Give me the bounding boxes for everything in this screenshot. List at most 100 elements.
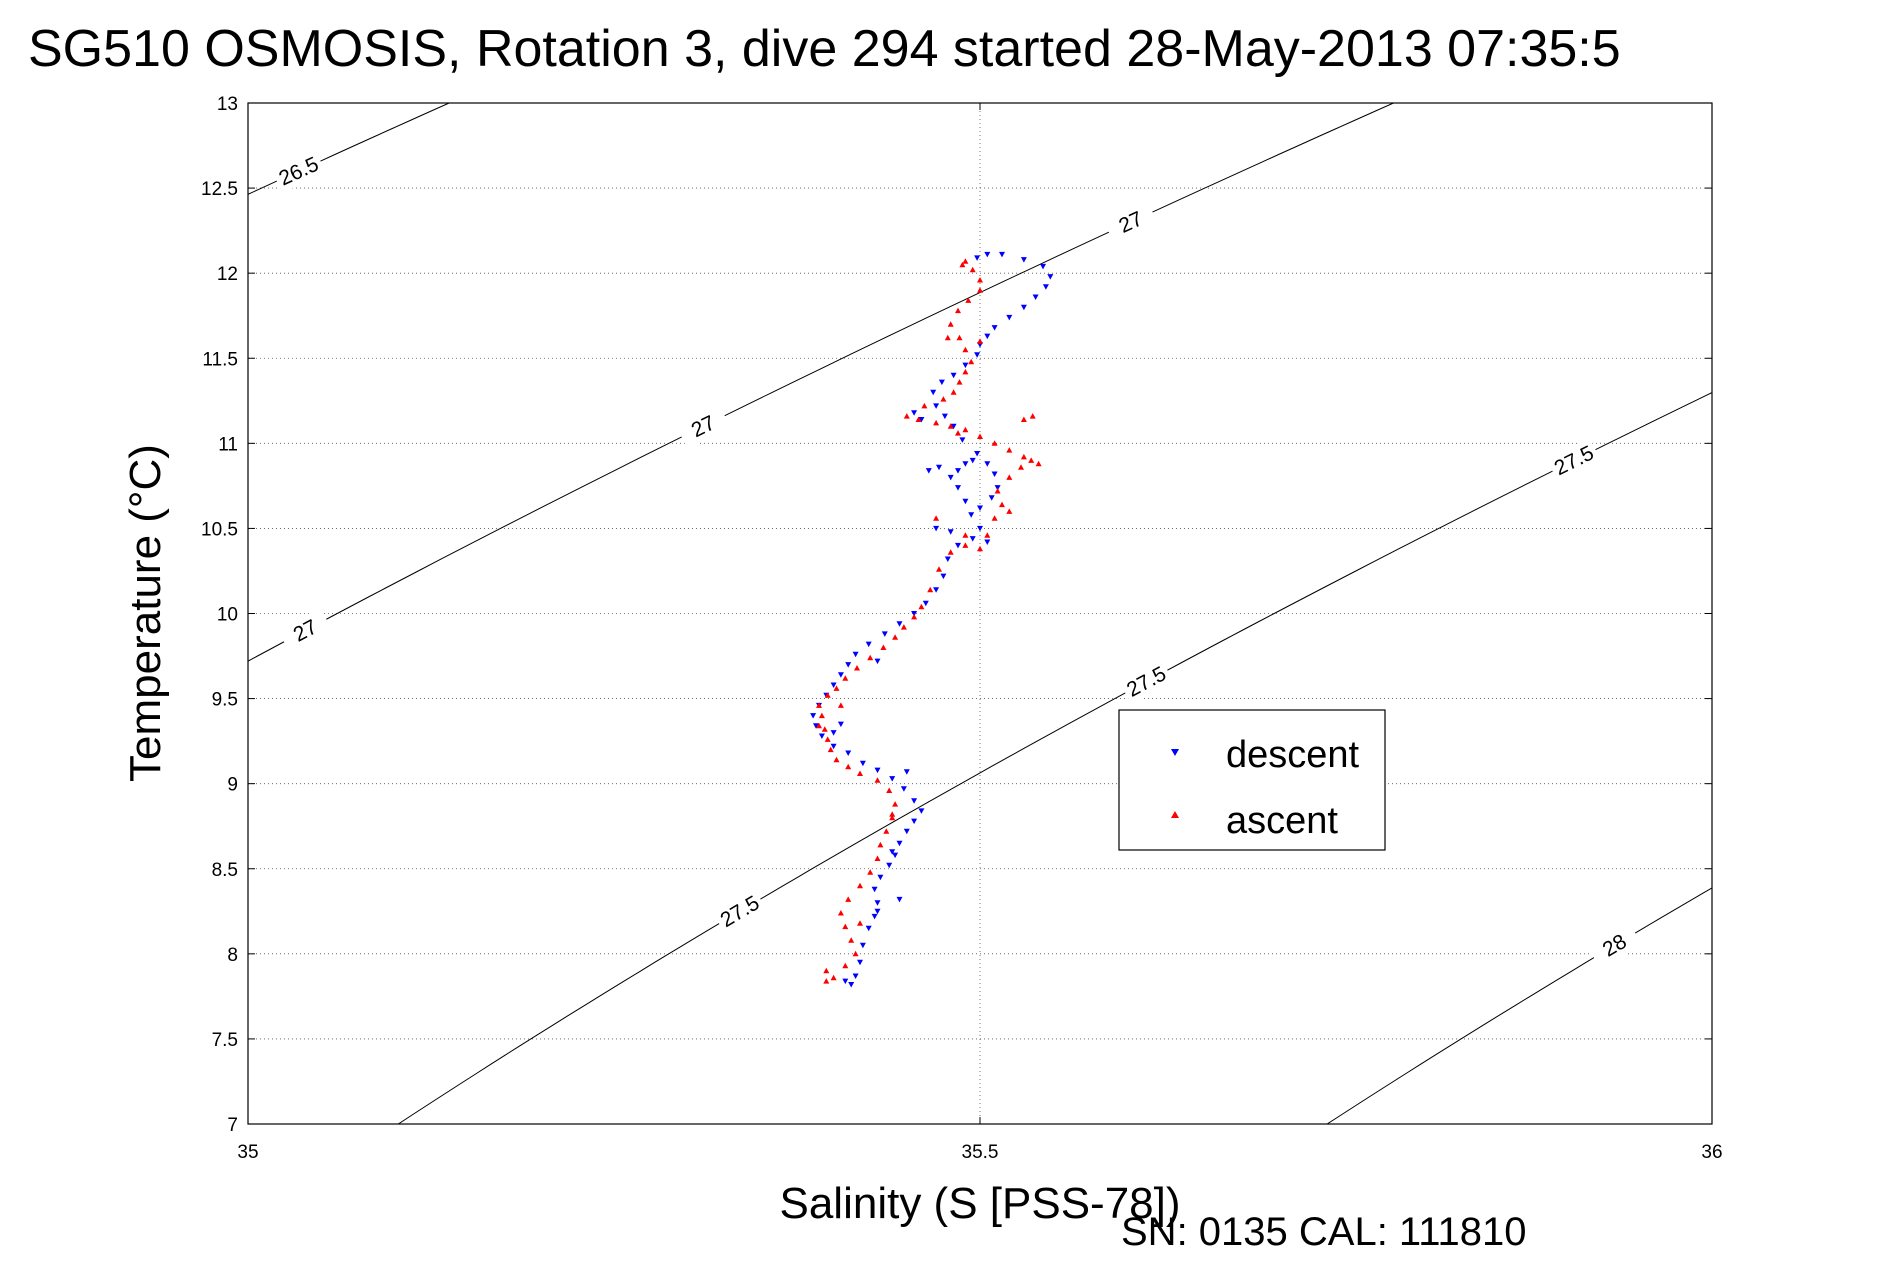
descent-point (837, 672, 844, 678)
ascent-point (1006, 474, 1013, 480)
descent-point (852, 651, 859, 658)
ascent-point (950, 389, 957, 395)
descent-point (911, 410, 918, 416)
y-tick-label: 7 (227, 1115, 238, 1136)
ascent-point (874, 777, 881, 783)
descent-point (991, 471, 998, 477)
ascent-point (947, 423, 954, 429)
ascent-point (915, 416, 922, 422)
chart-title: SG510 OSMOSIS, Rotation 3, dive 294 star… (28, 20, 1621, 78)
descent-point (955, 468, 961, 474)
descent-point (1006, 314, 1013, 321)
descent-point (933, 525, 940, 532)
descent-point (871, 913, 878, 920)
ascent-point (833, 756, 840, 763)
ascent-point (848, 937, 855, 943)
descent-point (1032, 294, 1039, 300)
ascent-point (830, 974, 837, 981)
ascent-point (816, 702, 822, 708)
descent-point (889, 849, 896, 855)
serial-calibration-text: SN: 0135 CAL: 111810 (1121, 1210, 1526, 1254)
legend-descent-label: descent (1226, 734, 1360, 776)
ascent-point (892, 634, 899, 640)
ascent-point (857, 920, 863, 926)
descent-point (1020, 257, 1027, 263)
ascent-point (1006, 508, 1013, 514)
ascent-point (940, 396, 947, 402)
descent-point (1047, 274, 1054, 280)
ascent-point (933, 419, 940, 426)
y-tick-label: 7.5 (212, 1030, 238, 1051)
ascent-point (824, 692, 831, 698)
descent-point (999, 251, 1005, 258)
contour-label-bg (277, 607, 333, 654)
ascent-point (880, 644, 887, 650)
descent-point (874, 767, 881, 774)
x-tick-label: 35.5 (962, 1142, 999, 1163)
ascent-point (918, 603, 925, 610)
x-axis-label: Salinity (S [PSS-78]) (779, 1179, 1180, 1228)
ascent-point (994, 488, 1001, 494)
descent-point (933, 587, 940, 593)
descent-point (871, 886, 878, 893)
ascent-point (857, 770, 863, 776)
ascent-point (962, 346, 969, 353)
ascent-point (991, 440, 998, 446)
descent-point (962, 461, 969, 467)
descent-point (810, 713, 817, 719)
descent-point (918, 808, 925, 814)
ascent-point (956, 334, 963, 341)
y-tick-label: 10.5 (201, 519, 238, 540)
descent-point (950, 423, 957, 430)
ascent-point (854, 665, 860, 671)
ascent-point (962, 542, 969, 548)
descent-point (911, 611, 918, 617)
descent-point (830, 730, 837, 736)
ascent-point (969, 266, 976, 273)
ascent-point (977, 433, 983, 439)
descent-point (1020, 304, 1027, 311)
ascent-point (962, 368, 969, 375)
descent-point (874, 900, 881, 906)
ascent-point (984, 532, 991, 538)
ascent-point (824, 736, 831, 742)
descent-point (903, 828, 910, 835)
ascent-point (842, 923, 849, 930)
descent-point (865, 925, 872, 932)
ascent-point (874, 855, 881, 861)
ascent-point (933, 515, 940, 521)
y-tick-label: 11 (218, 434, 238, 455)
legend-ascent-marker (1171, 811, 1179, 818)
contour-label-bg (1103, 200, 1158, 244)
descent-point (969, 536, 976, 542)
contour-label-bg (1587, 921, 1642, 969)
ascent-point (959, 261, 966, 268)
y-axis-label: Temperature (°C) (121, 444, 170, 782)
descent-point (984, 461, 991, 467)
ascent-point (1028, 457, 1035, 463)
ascent-point (889, 811, 896, 817)
descent-point (830, 743, 837, 750)
legend-ascent-label: ascent (1226, 800, 1338, 842)
descent-point (896, 896, 903, 903)
y-tick-label: 11.5 (202, 349, 238, 370)
ascent-point (936, 566, 942, 572)
ascent-point (1035, 460, 1042, 467)
ascent-point (845, 763, 852, 770)
descent-point (984, 333, 991, 340)
ascent-point (962, 258, 969, 264)
descent-point (852, 973, 859, 979)
data-points (810, 251, 1054, 988)
descent-point (845, 662, 852, 668)
ascent-point (1020, 416, 1027, 422)
ascent-point (1029, 413, 1036, 419)
y-tick-label: 10 (217, 605, 238, 626)
ascent-point (947, 549, 954, 555)
ascent-point (977, 277, 983, 283)
descent-point (968, 512, 975, 518)
descent-point (941, 413, 948, 420)
y-tick-label: 13 (217, 94, 238, 115)
contour-label-bg (1119, 658, 1174, 705)
ascent-point (955, 430, 961, 436)
